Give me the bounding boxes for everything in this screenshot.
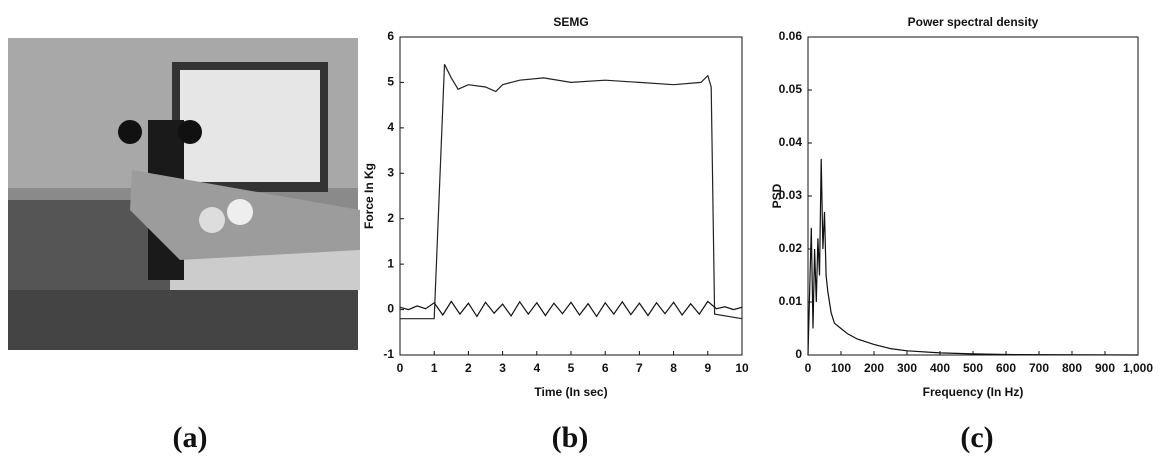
panel-label: (a) — [173, 421, 208, 454]
x-tick-label: 0 — [805, 361, 812, 375]
x-tick-label: 900 — [1095, 361, 1115, 375]
y-tick-label: 6 — [387, 29, 394, 43]
y-tick-label: 1 — [387, 256, 394, 270]
x-tick-label: 700 — [1029, 361, 1049, 375]
y-tick-label: 0.01 — [779, 294, 803, 308]
x-tick-label: 200 — [864, 361, 884, 375]
data-line — [400, 64, 743, 320]
x-axis-label: Frequency (In Hz) — [923, 385, 1024, 399]
x-tick-label: 3 — [499, 361, 506, 375]
x-tick-label: 0 — [397, 361, 404, 375]
y-axis-label: Force In Kg — [362, 163, 376, 229]
x-tick-label: 8 — [670, 361, 677, 375]
x-tick-label: 300 — [897, 361, 917, 375]
photo — [8, 38, 360, 350]
x-tick-label: 500 — [963, 361, 983, 375]
x-tick-label: 800 — [1062, 361, 1082, 375]
x-tick-label: 400 — [930, 361, 950, 375]
plot-frame — [399, 36, 743, 356]
y-tick-label: 0 — [795, 347, 802, 361]
x-tick-label: 100 — [831, 361, 851, 375]
x-tick-label: 10 — [735, 361, 749, 375]
chart-title: SEMG — [553, 15, 588, 29]
x-tick-label: 6 — [602, 361, 609, 375]
y-tick-label: 0.04 — [779, 135, 803, 149]
x-tick-label: 600 — [996, 361, 1016, 375]
y-tick-label: -1 — [383, 347, 394, 361]
panel-label: (c) — [960, 421, 993, 454]
x-tick-label: 5 — [568, 361, 575, 375]
x-tick-label: 4 — [533, 361, 540, 375]
y-tick-label: 0.06 — [779, 29, 803, 43]
panel-label: (b) — [552, 421, 589, 454]
x-tick-label: 9 — [704, 361, 711, 375]
x-tick-label: 2 — [465, 361, 472, 375]
y-tick-label: 0.03 — [779, 188, 803, 202]
y-tick-label: 2 — [387, 211, 394, 225]
x-tick-label: 1,000 — [1123, 361, 1153, 375]
x-axis-label: Time (In sec) — [534, 385, 607, 399]
y-axis-label: PSD — [770, 183, 784, 208]
x-tick-label: 1 — [431, 361, 438, 375]
y-tick-label: 0.05 — [779, 82, 803, 96]
data-line — [399, 300, 743, 318]
y-tick-label: 4 — [387, 120, 394, 134]
y-tick-label: 5 — [387, 75, 394, 89]
y-tick-label: 0.02 — [779, 241, 803, 255]
chart-title: Power spectral density — [908, 15, 1039, 29]
plot-frame — [807, 36, 1139, 356]
x-tick-label: 7 — [636, 361, 643, 375]
data-line — [807, 158, 1139, 356]
y-tick-label: 0 — [387, 302, 394, 316]
y-tick-label: 3 — [387, 165, 394, 179]
